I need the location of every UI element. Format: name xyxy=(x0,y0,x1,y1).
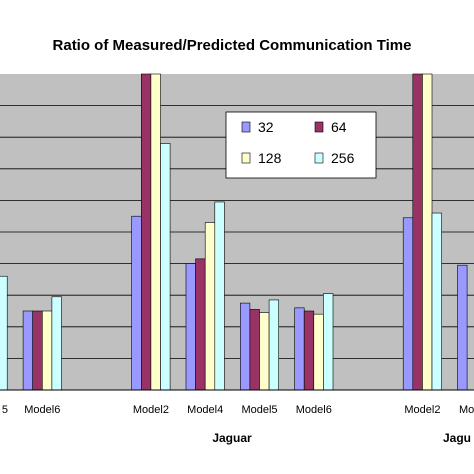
x-tick-label: Model6 xyxy=(296,404,332,416)
legend-swatch-32 xyxy=(241,121,251,133)
bar-Model5-128 xyxy=(259,312,270,391)
bar-Model2-32 xyxy=(402,217,414,391)
legend-label-32: 32 xyxy=(258,119,274,135)
bar-Model5-256 xyxy=(268,299,280,391)
bar-Model4-32 xyxy=(185,263,196,391)
legend-label-128: 128 xyxy=(258,150,282,166)
x-tick-labels: 5 Model6 Model2 Model4 Model5 Model6 Model2 Mod xyxy=(2,404,474,416)
legend-label-64: 64 xyxy=(331,119,347,135)
bar-Model6-256 xyxy=(323,293,334,391)
legend-box xyxy=(225,111,377,179)
bar-Model2-128 xyxy=(422,73,433,391)
x-group-labels: Jaguar Jagu xyxy=(212,431,471,445)
bar-5-256 xyxy=(0,275,8,391)
bar-Model6-64 xyxy=(303,310,315,391)
bar-Model6-64 xyxy=(32,310,43,391)
x-tick-label: Model2 xyxy=(133,404,169,416)
bar-Model2-64 xyxy=(412,73,423,391)
bar-Model4-64 xyxy=(195,258,206,391)
x-tick-label: Model4 xyxy=(187,404,223,416)
bars xyxy=(0,73,468,391)
legend-swatch-256 xyxy=(314,152,324,164)
legend: 32 64 128 256 xyxy=(225,111,377,179)
bar-Model6-32 xyxy=(294,307,305,391)
legend-swatch-128 xyxy=(241,152,251,164)
x-tick-label: Model2 xyxy=(404,404,440,416)
x-tick-label: Mod xyxy=(459,404,474,416)
bar-Model2-64 xyxy=(141,73,152,391)
legend-swatch-64 xyxy=(314,121,324,133)
group-label: Jagu xyxy=(443,431,471,445)
x-tick-label: 5 xyxy=(2,404,8,416)
bar-Model6-256 xyxy=(51,296,62,391)
bar-Model2-256 xyxy=(431,212,442,391)
bar-Model5-64 xyxy=(249,309,260,391)
bar-Model2-32 xyxy=(131,215,142,391)
x-tick-label: Model5 xyxy=(241,404,277,416)
bar-Model5-32 xyxy=(240,302,251,391)
bar-Model4-256 xyxy=(214,201,225,391)
bar-Model2-128 xyxy=(150,73,161,391)
x-tick-label: Model6 xyxy=(24,404,60,416)
bar-Model6-128 xyxy=(313,313,324,391)
group-label: Jaguar xyxy=(212,431,252,445)
chart-title: Ratio of Measured/Predicted Communicatio… xyxy=(53,37,412,54)
bar-Model6-32 xyxy=(22,310,34,391)
gridlines xyxy=(0,105,474,359)
legend-label-256: 256 xyxy=(331,150,355,166)
bar-partial-32 xyxy=(457,264,468,391)
bar-Model2-256 xyxy=(160,143,171,391)
bar-Model6-128 xyxy=(41,310,53,391)
bar-Model4-128 xyxy=(204,222,216,391)
